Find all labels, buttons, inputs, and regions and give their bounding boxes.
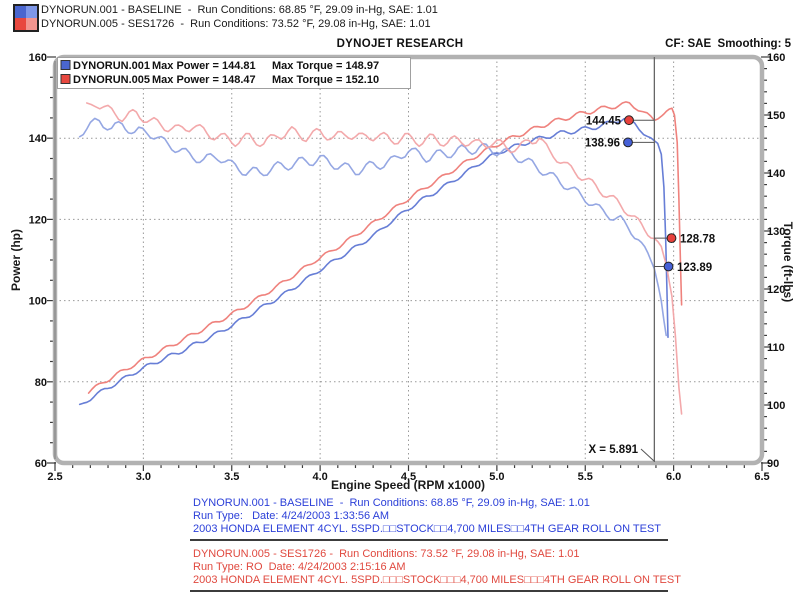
curve-power-dynorun005 xyxy=(87,101,683,394)
curve-torque-dynorun005 xyxy=(86,102,683,415)
legend-quad-blue-dark xyxy=(15,6,26,18)
chart-title: DYNOJET RESEARCH xyxy=(336,38,464,50)
x-axis-title: Engine Speed (RPM x1000) xyxy=(331,478,485,492)
legend-swatch-run1 xyxy=(60,60,71,70)
legend-run2-torque: Max Torque = 152.10 xyxy=(272,74,379,86)
curve-torque-dynorun001 xyxy=(78,117,667,337)
x-tick-label: 6.0 xyxy=(666,471,681,483)
legend-run1-name: DYNORUN.001 xyxy=(73,60,150,72)
header-run2-label: DYNORUN.005 - SES1726 - Run Conditions: … xyxy=(41,18,431,30)
footer-run1-info: DYNORUN.001 - BASELINE - Run Conditions:… xyxy=(193,497,661,536)
legend-run1-power: Max Power = 144.81 xyxy=(152,60,256,72)
readout-dot-power-001 xyxy=(623,137,633,148)
chart-legend: DYNORUN.001 Max Power = 144.81 Max Torqu… xyxy=(57,57,411,89)
torque-tick-label: 110 xyxy=(767,342,785,354)
y-right-axis-title: Torque (ft-lbs) xyxy=(781,222,795,302)
legend-quad-red-light xyxy=(26,18,37,30)
readout-dot-power-005 xyxy=(624,115,634,126)
readout-torque-005: 128.78 xyxy=(680,233,716,245)
footer-run1-line3: 2003 HONDA ELEMENT 4CYL. 5SPD.□□STOCK□□4… xyxy=(193,523,662,535)
readout-power-001: 138.96 xyxy=(585,138,620,150)
torque-tick-label: 90 xyxy=(767,458,779,470)
readout-torque-001: 123.89 xyxy=(677,262,712,274)
footer-run1-line1: DYNORUN.001 - BASELINE - Run Conditions:… xyxy=(193,497,590,509)
torque-tick-label: 130 xyxy=(767,226,785,238)
footer-run2-info: DYNORUN.005 - SES1726 - Run Conditions: … xyxy=(193,548,681,587)
x-tick-label: 6.5 xyxy=(754,471,769,483)
power-tick-label: 120 xyxy=(29,214,47,226)
footer-run2-line1: DYNORUN.005 - SES1726 - Run Conditions: … xyxy=(193,548,580,560)
torque-tick-label: 100 xyxy=(767,400,785,412)
torque-tick-label: 150 xyxy=(767,110,785,122)
x-tick-label: 5.5 xyxy=(578,471,593,483)
legend-run1-torque: Max Torque = 148.97 xyxy=(272,60,379,72)
power-tick-label: 160 xyxy=(29,52,47,64)
x-tick-label: 4.5 xyxy=(401,471,416,483)
x-tick-label: 4.0 xyxy=(312,471,327,483)
legend-run2-power: Max Power = 148.47 xyxy=(152,74,256,86)
footer-divider-2 xyxy=(190,590,668,592)
runs-legend-icon xyxy=(13,4,39,32)
series-layer xyxy=(78,101,683,415)
power-tick-label: 140 xyxy=(29,133,47,145)
x-tick-label: 2.5 xyxy=(47,471,62,483)
legend-quad-blue-light xyxy=(26,6,37,18)
cursor-readouts: 144.45 138.96 128.78 123.89 X = 5.891 xyxy=(585,115,716,462)
header-run1-label: DYNORUN.001 - BASELINE - Run Conditions:… xyxy=(41,4,438,16)
legend-box xyxy=(57,57,411,89)
readout-power-005: 144.45 xyxy=(586,116,622,128)
power-tick-label: 60 xyxy=(35,458,47,470)
x-tick-label: 3.5 xyxy=(224,471,239,483)
cursor-x-label: X = 5.891 xyxy=(588,444,638,456)
power-tick-label: 100 xyxy=(29,296,47,308)
legend-run2-name: DYNORUN.005 xyxy=(73,74,150,86)
grid-layer xyxy=(55,57,762,463)
footer-run2-line3: 2003 HONDA ELEMENT 4CYL. 5SPD.□□□STOCK□□… xyxy=(193,574,681,586)
torque-tick-label: 160 xyxy=(767,52,785,64)
x-tick-label: 3.0 xyxy=(136,471,151,483)
x-tick-label: 5.0 xyxy=(489,471,504,483)
y-left-axis-title: Power (hp) xyxy=(9,229,23,291)
footer-divider-1 xyxy=(190,539,668,541)
footer-run1-line2: Run Type: Date: 4/24/2003 1:33:56 AM xyxy=(193,510,390,522)
cf-smoothing-label: CF: SAE Smoothing: 5 xyxy=(665,38,791,50)
legend-swatch-run2 xyxy=(60,74,71,84)
readout-dot-torque-005 xyxy=(666,233,677,244)
footer-run2-line2: Run Type: RO Date: 4/24/2003 2:15:16 AM xyxy=(193,561,406,573)
readout-dot-torque-001 xyxy=(663,261,674,272)
legend-quad-red-dark xyxy=(15,18,26,30)
torque-tick-label: 140 xyxy=(767,168,785,180)
power-tick-label: 80 xyxy=(35,377,47,389)
curve-power-dynorun001 xyxy=(78,117,669,406)
torque-tick-label: 120 xyxy=(767,284,785,296)
